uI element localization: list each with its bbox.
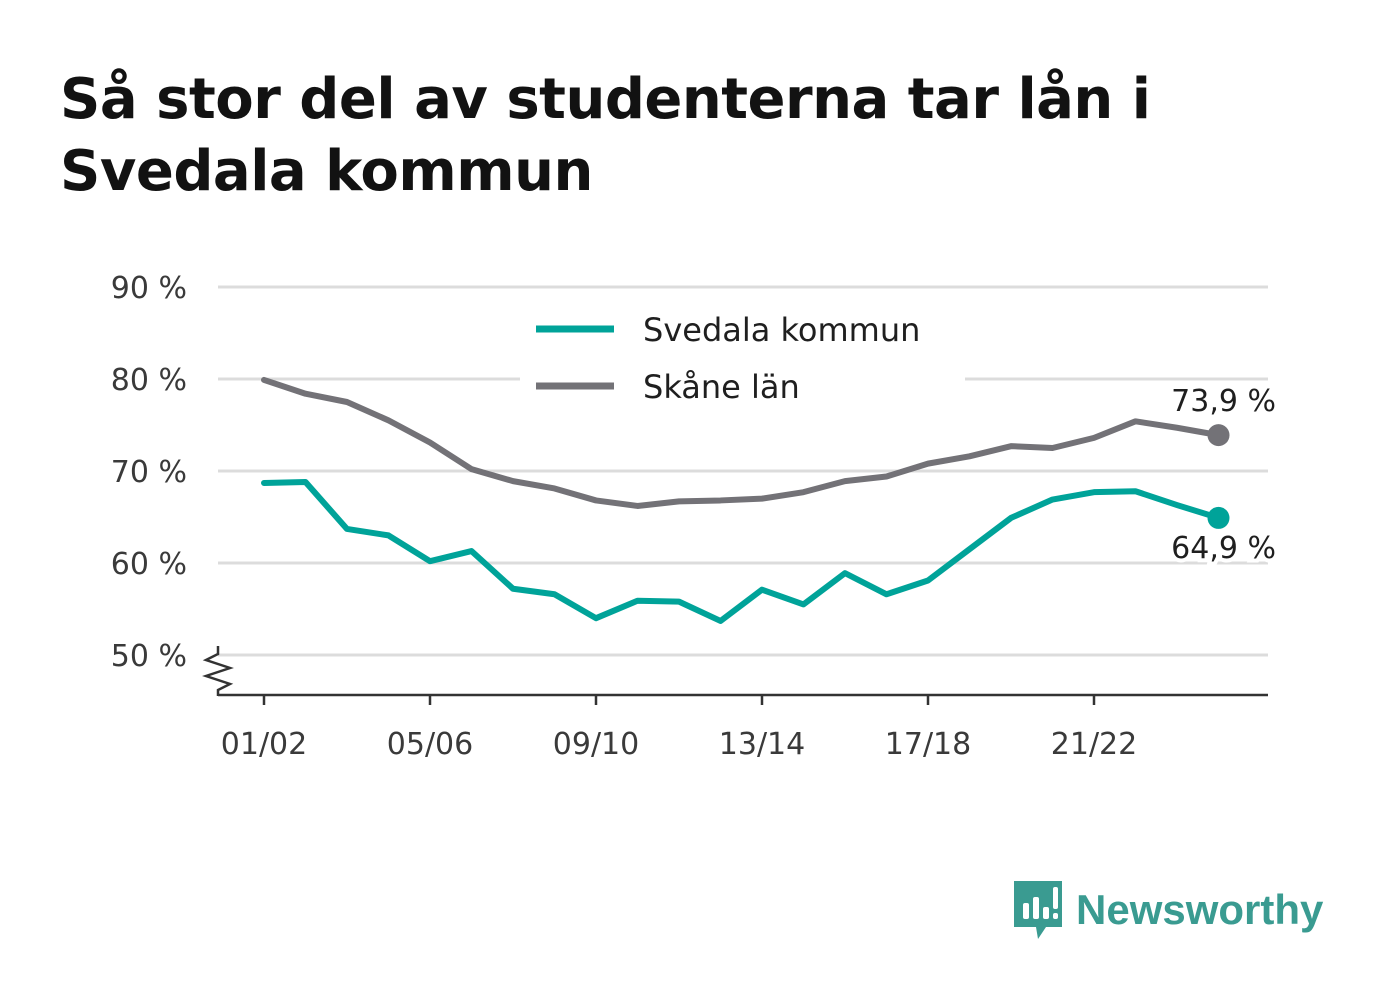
axis-break-icon [202, 646, 234, 696]
x-axis-labels: 01/02 05/06 09/10 13/14 17/18 21/22 [221, 695, 1137, 762]
gridlines [218, 285, 1268, 657]
y-tick-label: 60 % [111, 547, 187, 582]
chart-title: Så stor del av studenterna tar lån i Sve… [60, 67, 1151, 204]
brand-logo: Newsworthy [1012, 878, 1323, 942]
newsworthy-logo-icon [1014, 881, 1062, 939]
y-tick-label: 90 % [111, 271, 187, 306]
x-tick-label: 01/02 [221, 727, 307, 762]
series-line-skane [261, 376, 1222, 509]
end-point-skane [1207, 424, 1230, 447]
end-label-skane: 73,9 % [1171, 384, 1276, 419]
x-tick-label: 21/22 [1051, 727, 1137, 762]
end-label-svedala: 64,9 % [1171, 531, 1276, 566]
end-labels: 73,9 % 64,9 % [1167, 380, 1280, 570]
legend: Svedala kommun Skåne län [520, 300, 965, 412]
legend-label: Svedala kommun [643, 311, 920, 349]
end-point-svedala [1207, 506, 1230, 529]
legend-label: Skåne län [643, 368, 800, 406]
y-tick-label: 80 % [111, 363, 187, 398]
x-tick-label: 13/14 [719, 727, 805, 762]
brand-name: Newsworthy [1076, 886, 1324, 933]
x-tick-label: 09/10 [553, 727, 639, 762]
x-tick-label: 05/06 [387, 727, 473, 762]
y-tick-label: 70 % [111, 455, 187, 490]
y-tick-label: 50 % [111, 639, 187, 674]
x-tick-label: 17/18 [885, 727, 971, 762]
series-lines [261, 376, 1230, 624]
series-line-svedala [261, 479, 1222, 624]
y-axis-labels: 50 % 60 % 70 % 80 % 90 % [111, 271, 187, 674]
legend-background [520, 300, 965, 412]
